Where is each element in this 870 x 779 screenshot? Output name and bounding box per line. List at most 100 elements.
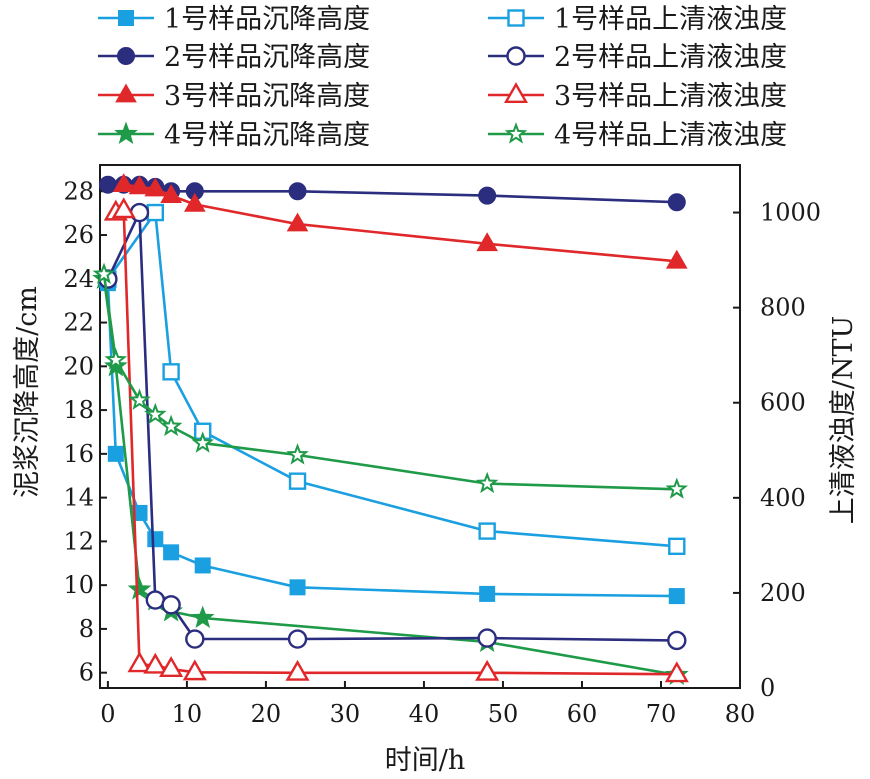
data-point [667, 630, 687, 651]
legend-label: 3号样品上清液浊度 [554, 81, 787, 112]
legend-label: 1号样品上清液浊度 [554, 4, 787, 35]
legend-marker [507, 9, 525, 27]
legend-marker [114, 121, 138, 145]
data-point [147, 531, 164, 548]
legend: 1号样品沉降高度 2号样品沉降高度 3号样品沉降高度 4号样品沉降高度 1号样品上清液浊… [98, 4, 787, 151]
legend-item: 1号样品上清液浊度 [488, 4, 787, 35]
legend-marker [506, 46, 526, 66]
data-point [475, 659, 500, 681]
legend-item: 4号样品沉降高度 [98, 120, 370, 151]
data-point [479, 585, 496, 602]
data-point [163, 544, 180, 561]
series-7 [103, 197, 689, 683]
plot-frame [99, 164, 741, 689]
data-point [161, 595, 181, 615]
x-tick-label: 20 [251, 700, 282, 728]
legend-item: 4号样品上清液浊度 [488, 120, 787, 151]
data-point [478, 186, 497, 205]
y2-tick-label: 200 [760, 579, 806, 607]
data-point [664, 661, 689, 683]
data-point [129, 202, 150, 223]
series-2 [98, 175, 686, 212]
x-tick-label: 10 [172, 700, 203, 728]
data-point [111, 197, 136, 219]
legend-label: 2号样品沉降高度 [164, 42, 370, 73]
x-tick-label: 60 [567, 700, 598, 728]
series-line [106, 211, 677, 548]
y2-tick-label: 1000 [760, 199, 821, 227]
legend-item: 3号样品沉降高度 [98, 81, 370, 112]
y-tick-label: 8 [79, 615, 94, 643]
data-point [194, 557, 211, 574]
y-tick-label: 22 [63, 309, 94, 337]
data-point [128, 388, 151, 410]
data-point [127, 651, 152, 673]
x-tick-label: 40 [409, 700, 440, 728]
data-point [143, 402, 167, 425]
data-point [286, 212, 309, 232]
legend-item: 2号样品上清液浊度 [488, 42, 787, 73]
data-point [478, 522, 496, 540]
data-point [160, 184, 182, 203]
y-tick-label: 24 [63, 265, 94, 293]
legend-label: 1号样品沉降高度 [164, 4, 370, 35]
data-point [144, 177, 167, 197]
series-line [102, 274, 677, 491]
data-point [289, 579, 306, 596]
y2-axis-label: 上清液浊度/NTU [828, 316, 859, 525]
legend-label: 4号样品上清液浊度 [554, 120, 787, 151]
data-point [182, 659, 207, 681]
series-1 [99, 275, 685, 605]
series-8 [92, 262, 689, 499]
legend-label: 3号样品沉降高度 [164, 81, 370, 112]
y-tick-label: 26 [63, 221, 94, 249]
y-tick-label: 20 [63, 352, 94, 380]
legend-item: 2号样品沉降高度 [98, 42, 370, 73]
legend-marker [118, 10, 134, 26]
data-point [112, 173, 135, 193]
series-line [123, 183, 677, 263]
data-point [162, 363, 180, 381]
y-tick-label: 6 [79, 659, 94, 687]
x-tick-label: 50 [488, 700, 519, 728]
y-tick-label: 12 [63, 527, 94, 555]
series-5 [99, 203, 686, 556]
data-point [286, 443, 309, 465]
y2-tick-label: 600 [760, 389, 806, 417]
y-tick-label: 10 [63, 571, 94, 599]
x-tick-label: 0 [100, 700, 115, 728]
plot-area [92, 173, 689, 685]
data-point [146, 203, 165, 222]
y-tick-label: 18 [63, 396, 94, 424]
data-point [107, 445, 124, 462]
data-point [667, 193, 686, 212]
data-point [159, 414, 183, 437]
x-tick-label: 80 [725, 700, 756, 728]
data-point [285, 659, 310, 681]
axes: 0 10 20 30 40 50 60 70 80 6 8 10 12 14 16 18 20 22 24 26 28 0… [63, 164, 821, 728]
legend-marker [115, 83, 137, 103]
legend-label: 4号样品沉降高度 [164, 120, 370, 151]
data-point [288, 182, 307, 201]
data-point [668, 588, 685, 605]
data-point [668, 537, 686, 556]
y-axis-label: 泥浆沉降高度/cm [12, 286, 43, 498]
data-point [665, 477, 689, 499]
data-point [288, 472, 307, 490]
series-6 [98, 202, 687, 651]
data-point [159, 656, 184, 678]
data-point [665, 249, 688, 269]
y2-tick-label: 400 [760, 484, 806, 512]
y-tick-label: 16 [63, 440, 94, 468]
legend-item: 3号样品上清液浊度 [488, 81, 787, 112]
data-point [143, 652, 168, 674]
legend-label: 2号样品上清液浊度 [554, 42, 787, 73]
data-point [475, 471, 499, 494]
y2-tick-label: 800 [760, 294, 806, 322]
y-tick-label: 14 [63, 484, 94, 512]
data-point [191, 431, 215, 453]
data-point [183, 192, 206, 212]
data-point [127, 577, 152, 600]
legend-item: 1号样品沉降高度 [98, 4, 370, 35]
data-point [476, 232, 499, 252]
